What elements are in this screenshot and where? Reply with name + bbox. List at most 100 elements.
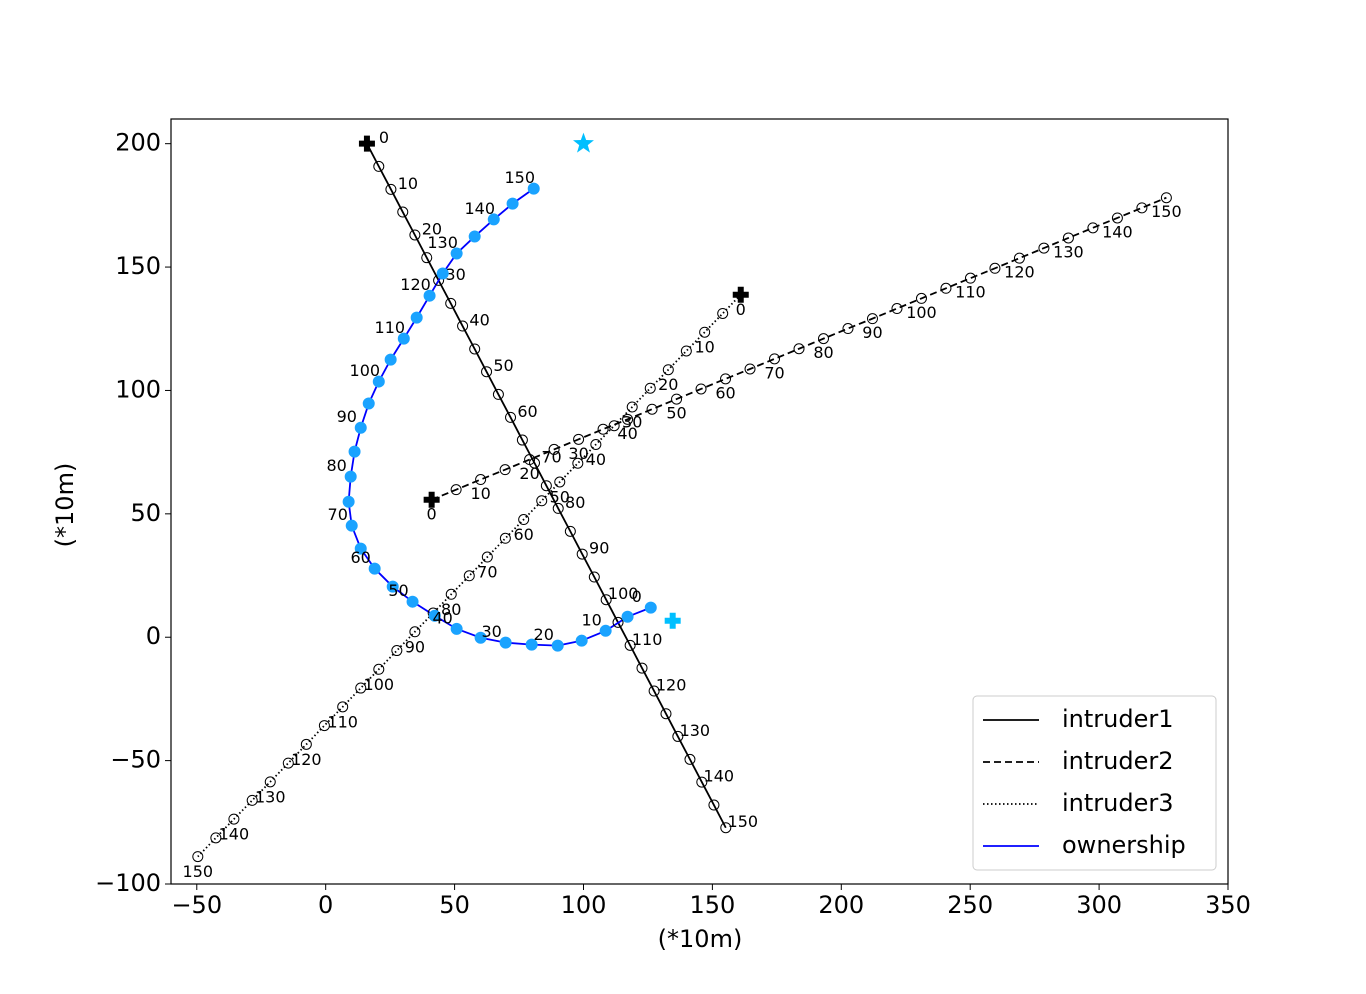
trajectory-point — [362, 397, 375, 410]
point-label: 70 — [764, 363, 784, 382]
trajectory-point — [608, 420, 620, 432]
point-label: 130 — [255, 787, 286, 806]
trajectory-point — [499, 464, 511, 476]
trajectory-point — [624, 639, 636, 651]
point-label: 130 — [1053, 242, 1084, 261]
trajectory-point — [646, 403, 658, 415]
point-label: 110 — [632, 630, 663, 649]
point-label: 10 — [694, 338, 714, 357]
trajectory-point — [536, 495, 548, 507]
trajectory-point — [551, 639, 564, 652]
point-label: 10 — [398, 174, 418, 193]
x-tick-label: 250 — [947, 891, 993, 919]
trajectory-point — [915, 292, 927, 304]
x-tick-label: 150 — [689, 891, 735, 919]
y-tick-label: 100 — [115, 375, 161, 403]
trajectory-point — [708, 799, 720, 811]
trajectory-point — [626, 401, 638, 413]
trajectory-point — [662, 364, 674, 376]
trajectory-point — [397, 206, 409, 218]
trajectory-point — [842, 323, 854, 335]
trajectory-point — [1087, 222, 1099, 234]
y-tick-label: −100 — [95, 869, 161, 897]
point-label: 100 — [364, 675, 395, 694]
trajectory-point — [457, 320, 469, 332]
trajectory-point — [499, 636, 512, 649]
trajectory-point — [695, 383, 707, 395]
x-tick-label: 100 — [561, 891, 607, 919]
trajectory-point — [355, 682, 367, 694]
trajectory-point — [516, 434, 528, 446]
trajectory-point — [506, 197, 519, 210]
trajectory-point — [423, 289, 436, 302]
y-tick-label: 0 — [146, 622, 161, 650]
point-label: 60 — [513, 525, 533, 544]
point-label: 30 — [622, 412, 642, 431]
point-label: 70 — [328, 505, 348, 524]
trajectory-point — [474, 631, 487, 644]
point-label: 120 — [291, 750, 322, 769]
trajectory-point — [622, 413, 634, 425]
trajectory-point — [264, 776, 276, 788]
trajectory-point — [428, 609, 441, 622]
trajectory-point — [499, 532, 511, 544]
trajectory-point — [385, 183, 397, 195]
point-label: 150 — [183, 862, 214, 881]
trajectory-point — [337, 701, 349, 713]
point-label: 0 — [427, 504, 437, 523]
trajectory-point — [345, 519, 358, 532]
trajectory-point — [644, 601, 657, 614]
trajectory-point — [342, 495, 355, 508]
point-label: 20 — [422, 219, 442, 238]
point-label: 80 — [565, 493, 585, 512]
point-label: 50 — [666, 404, 686, 423]
start-marker — [664, 612, 681, 629]
start-marker — [732, 286, 749, 303]
x-tick-label: 350 — [1205, 891, 1251, 919]
trajectory-point — [684, 753, 696, 765]
trajectory-point — [744, 363, 756, 375]
point-label: 20 — [519, 464, 539, 483]
point-label: 10 — [581, 610, 601, 629]
trajectory-point — [575, 634, 588, 647]
trajectory-point — [1111, 212, 1123, 224]
trajectory-point — [1062, 232, 1074, 244]
trajectory-point — [612, 616, 624, 628]
trajectory-point — [572, 457, 584, 469]
trajectory-point — [717, 307, 729, 319]
point-label: 40 — [432, 608, 452, 627]
point-label: 80 — [441, 600, 461, 619]
point-label: 40 — [617, 424, 637, 443]
trajectory-point — [564, 525, 576, 537]
trajectory-point — [450, 484, 462, 496]
point-label: 60 — [350, 548, 370, 567]
point-label: 130 — [680, 721, 711, 740]
point-label: 60 — [715, 383, 735, 402]
trajectory-point — [450, 622, 463, 635]
trajectory-point — [597, 423, 609, 435]
point-label: 140 — [1102, 222, 1133, 241]
trajectory-point — [409, 229, 421, 241]
y-tick-label: 50 — [130, 499, 161, 527]
trajectory-point — [599, 624, 612, 637]
point-label: 110 — [327, 712, 358, 731]
trajectory-point — [573, 433, 585, 445]
trajectory-point — [660, 708, 672, 720]
trajectory-line — [366, 143, 727, 829]
trajectory-point — [368, 562, 381, 575]
trajectory-point — [1038, 242, 1050, 254]
trajectory-point — [964, 272, 976, 284]
point-label: 100 — [608, 584, 639, 603]
point-label: 90 — [405, 637, 425, 656]
trajectory-point — [282, 757, 294, 769]
trajectory-point — [354, 542, 367, 555]
x-axis-label: (*10m) — [658, 925, 743, 953]
point-label: 60 — [517, 402, 537, 421]
trajectory-point — [818, 333, 830, 345]
legend-label: intruder3 — [1062, 789, 1174, 817]
trajectory-point — [409, 626, 421, 638]
point-label: 30 — [445, 265, 465, 284]
point-label: 80 — [813, 343, 833, 362]
trajectory-point — [463, 570, 475, 582]
trajectory-point — [636, 662, 648, 674]
